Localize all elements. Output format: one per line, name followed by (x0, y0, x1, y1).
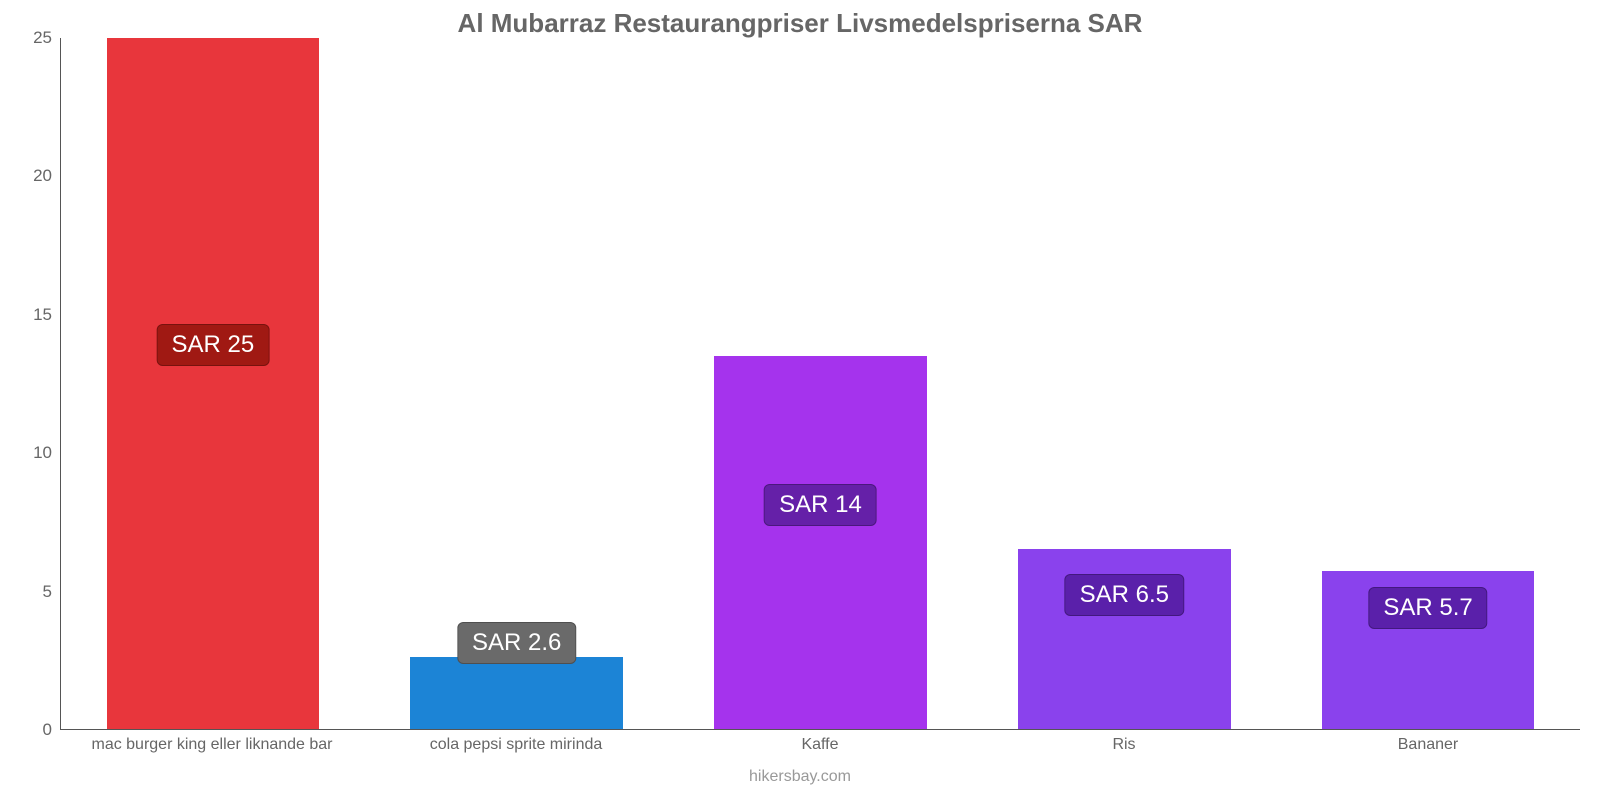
x-label: mac burger king eller liknande bar (60, 736, 364, 760)
bar-slot: SAR 6.5 (972, 38, 1276, 729)
x-label: cola pepsi sprite mirinda (364, 736, 668, 760)
y-tick: 10 (2, 443, 52, 463)
x-axis-labels: mac burger king eller liknande barcola p… (60, 736, 1580, 760)
value-badge: SAR 14 (764, 484, 877, 526)
y-tick: 0 (2, 720, 52, 740)
y-tick: 25 (2, 28, 52, 48)
bar (714, 356, 927, 729)
x-label: Ris (972, 736, 1276, 760)
value-badge: SAR 6.5 (1065, 574, 1184, 616)
y-tick: 15 (2, 305, 52, 325)
chart-title: Al Mubarraz Restaurangpriser Livsmedelsp… (0, 0, 1600, 39)
chart-container: Al Mubarraz Restaurangpriser Livsmedelsp… (0, 0, 1600, 800)
bars-group: SAR 25 SAR 2.6 SAR 14 SAR 6.5 SAR 5.7 (61, 38, 1580, 729)
x-label: Bananer (1276, 736, 1580, 760)
value-badge: SAR 5.7 (1368, 587, 1487, 629)
bar-slot: SAR 5.7 (1276, 38, 1580, 729)
bar (107, 38, 320, 729)
x-label: Kaffe (668, 736, 972, 760)
value-badge: SAR 2.6 (457, 622, 576, 664)
bar-slot: SAR 25 (61, 38, 365, 729)
y-tick: 20 (2, 166, 52, 186)
bar-slot: SAR 14 (669, 38, 973, 729)
y-axis-ticks: 0510152025 (0, 38, 60, 730)
value-badge: SAR 25 (157, 324, 270, 366)
attribution-text: hikersbay.com (0, 768, 1600, 786)
bar (410, 657, 623, 729)
plot-area: SAR 25 SAR 2.6 SAR 14 SAR 6.5 SAR 5.7 (60, 38, 1580, 730)
y-tick: 5 (2, 582, 52, 602)
bar-slot: SAR 2.6 (365, 38, 669, 729)
